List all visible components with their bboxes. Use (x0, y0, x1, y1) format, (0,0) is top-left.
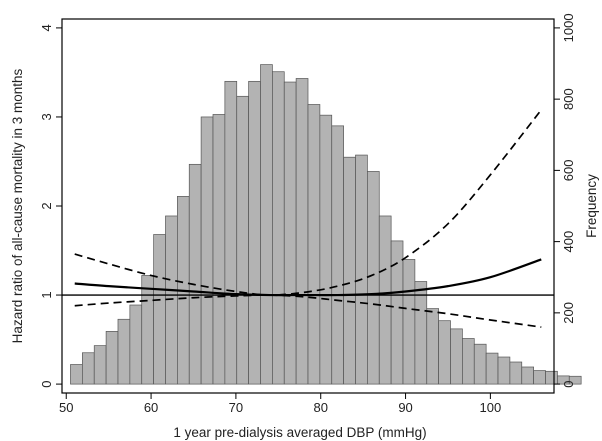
histogram-bar (355, 154, 368, 385)
histogram-bar (438, 320, 451, 385)
histogram-bar (414, 281, 428, 385)
y-axis-right: 0 200 400 600 800 1000 (554, 13, 576, 388)
histogram-bars (70, 64, 582, 385)
y-axis-right-title: Frequency (584, 174, 599, 238)
histogram-bar (117, 318, 131, 385)
y-left-tick-label: 2 (39, 202, 54, 209)
histogram-bar (462, 338, 475, 385)
histogram-bar (200, 116, 214, 385)
y-right-tick-label: 1000 (561, 13, 576, 42)
histogram-bar (188, 163, 202, 385)
y-left-tick-label: 0 (39, 380, 54, 387)
histogram-bar (509, 361, 523, 385)
histogram-bar (319, 114, 333, 385)
histogram-bar (212, 114, 226, 385)
histogram-bar (533, 370, 546, 385)
histogram-bar (426, 308, 439, 385)
y-left-tick-label: 3 (39, 113, 54, 120)
histogram-bar (521, 366, 534, 385)
histogram-bar (450, 328, 463, 385)
histogram-bar (93, 345, 107, 385)
y-right-tick-label: 0 (561, 380, 576, 387)
x-axis-title: 1 year pre-dialysis averaged DBP (mmHg) (173, 425, 426, 440)
x-tick-label: 100 (480, 400, 502, 415)
histogram-bar (105, 331, 119, 385)
histogram-bar (367, 171, 380, 385)
histogram-bar (283, 81, 297, 385)
histogram-bar (378, 215, 392, 385)
histogram-bar (272, 71, 285, 385)
histogram-bar (260, 64, 273, 385)
histogram-bar (331, 125, 344, 385)
histogram-bar (473, 343, 487, 385)
y-left-tick-label: 4 (39, 24, 54, 31)
histogram-bar (236, 95, 249, 385)
histogram-bar (129, 304, 143, 385)
histogram-bar (497, 356, 511, 385)
y-right-tick-label: 400 (561, 231, 576, 253)
y-right-tick-label: 200 (561, 302, 576, 324)
confidence-bound-line (74, 109, 542, 296)
y-axis-left-title: Hazard ratio of all-cause mortality in 3… (10, 68, 25, 343)
x-tick-label: 50 (59, 400, 73, 415)
y-right-tick-label: 800 (561, 88, 576, 110)
x-tick-label: 80 (313, 400, 327, 415)
x-tick-label: 70 (229, 400, 243, 415)
histogram-bar (141, 275, 154, 385)
histogram-bar (82, 352, 95, 385)
y-right-tick-label: 600 (561, 160, 576, 182)
histogram-bar (295, 78, 309, 385)
y-axis-left: 0 1 2 3 4 (39, 24, 62, 388)
histogram-bar (307, 104, 321, 385)
histogram-bar (224, 80, 238, 385)
x-tick-label: 90 (398, 400, 412, 415)
histogram-bar (70, 364, 83, 385)
histogram-bar (153, 234, 166, 385)
x-tick-label: 60 (144, 400, 158, 415)
histogram-bar (485, 352, 499, 385)
histogram-bar (248, 80, 261, 385)
x-axis: 50 60 70 80 90 100 (59, 393, 501, 415)
y-left-tick-label: 1 (39, 291, 54, 298)
histogram-bar (343, 156, 356, 385)
histogram-bar (545, 370, 558, 385)
histogram-bar (568, 375, 582, 385)
histogram-bar (402, 259, 416, 385)
